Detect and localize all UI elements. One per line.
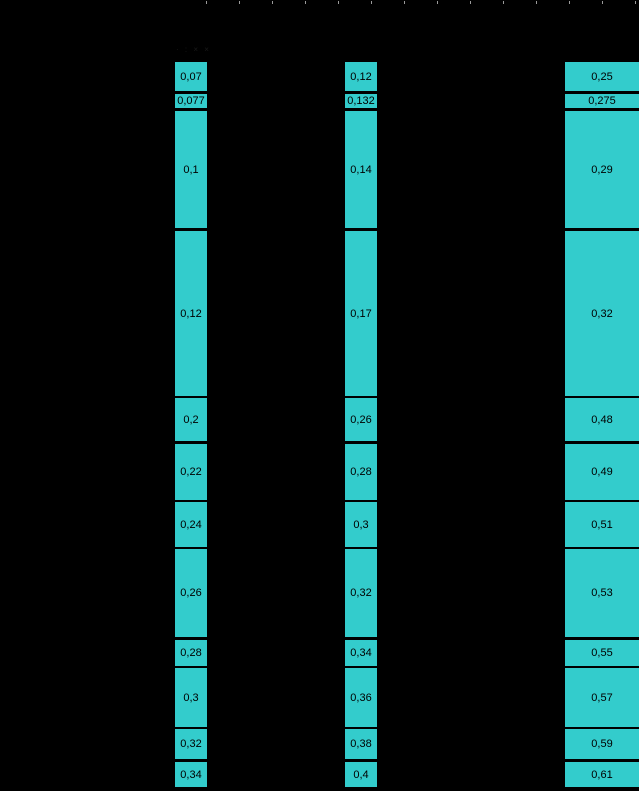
bar-segment: 0,32 (345, 549, 377, 637)
segment-value-label: 0,53 (591, 587, 613, 599)
segment-value-label: 0,28 (350, 466, 372, 478)
segment-value-label: 0,34 (350, 647, 372, 659)
segment-value-label: 0,24 (180, 518, 202, 531)
bar-segment: 0,29 (565, 111, 639, 228)
segment-value-label: 0,26 (350, 413, 372, 426)
bar-segment: 0,132 (345, 94, 377, 108)
bar-segment: 0,34 (345, 640, 377, 666)
bar-segment: 0,077 (175, 94, 207, 108)
bar-segment: 0,4 (345, 762, 377, 787)
bar-segment: 0,22 (175, 444, 207, 500)
bar-segment: 0,34 (175, 762, 207, 787)
axis-tick (503, 1, 504, 4)
segment-value-label: 0,48 (591, 413, 613, 426)
segment-value-label: 0,55 (591, 647, 613, 659)
segment-value-label: 0,17 (350, 307, 372, 320)
bar-segment: 0,61 (565, 762, 639, 787)
bar-segment: 0,12 (175, 231, 207, 396)
segment-value-label: 0,34 (180, 768, 202, 781)
segment-value-label: 0,32 (591, 307, 613, 320)
segment-value-label: 0,275 (588, 95, 616, 107)
segment-value-label: 0,57 (591, 691, 613, 704)
segment-value-label: 0,29 (591, 163, 613, 176)
bar-segment: 0,32 (175, 729, 207, 759)
axis-tick (305, 1, 306, 4)
bar-segment: 0,38 (345, 729, 377, 759)
bar-segment: 0,51 (565, 502, 639, 547)
bar-segment: 0,25 (565, 62, 639, 91)
bar-segment: 0,26 (345, 398, 377, 441)
axis-tick (470, 1, 471, 4)
axis-tick (272, 1, 273, 4)
bar-segment: 0,36 (345, 668, 377, 727)
segment-value-label: 0,1 (183, 163, 199, 176)
faint-note-line1: · : × × (176, 45, 211, 54)
bar-segment: 0,3 (345, 502, 377, 547)
axis-tick (404, 1, 405, 4)
segment-value-label: 0,32 (180, 738, 202, 750)
segment-value-label: 0,26 (180, 587, 202, 599)
bar-segment: 0,3 (175, 668, 207, 727)
segment-value-label: 0,132 (347, 95, 375, 107)
segment-value-label: 0,59 (591, 738, 613, 750)
segment-value-label: 0,36 (350, 691, 372, 704)
bar-segment: 0,275 (565, 94, 639, 108)
segment-value-label: 0,07 (180, 70, 202, 83)
segment-value-label: 0,51 (591, 518, 613, 531)
axis-tick (635, 1, 636, 4)
segment-value-label: 0,38 (350, 738, 372, 750)
bar-segment: 0,2 (175, 398, 207, 441)
bar-segment: 0,28 (175, 640, 207, 666)
bar-segment: 0,53 (565, 549, 639, 637)
axis-tick (371, 1, 372, 4)
segment-value-label: 0,3 (183, 691, 199, 704)
bar-segment: 0,59 (565, 729, 639, 759)
bar-segment: 0,48 (565, 398, 639, 441)
bar-segment: 0,49 (565, 444, 639, 500)
axis-tick (569, 1, 570, 4)
bar-segment: 0,14 (345, 111, 377, 228)
segment-value-label: 0,12 (180, 307, 202, 320)
bar-segment: 0,57 (565, 668, 639, 727)
bar-segment: 0,28 (345, 444, 377, 500)
axis-tick (437, 1, 438, 4)
bar-segment: 0,1 (175, 111, 207, 228)
axis-tick (602, 1, 603, 4)
stacked-column-3: 0,25 0,275 0,29 0,32 0,48 0,49 0,51 0,53 0,55 0,5… (565, 0, 639, 791)
segment-value-label: 0,22 (180, 466, 202, 478)
segment-value-label: 0,2 (183, 413, 199, 426)
axis-tick (239, 1, 240, 4)
stacked-column-1: 0,07 0,077 0,1 0,12 0,2 0,22 0,24 0,26 0,28 0,3 0,… (175, 0, 207, 791)
bar-segment: 0,12 (345, 62, 377, 91)
stacked-column-2: 0,12 0,132 0,14 0,17 0,26 0,28 0,3 0,32 0,34 0,36… (345, 0, 377, 791)
segment-value-label: 0,12 (350, 70, 372, 83)
bar-segment: 0,07 (175, 62, 207, 91)
segment-value-label: 0,14 (350, 163, 372, 176)
bar-segment: 0,32 (565, 231, 639, 396)
segment-value-label: 0,61 (591, 768, 613, 781)
bar-segment: 0,26 (175, 549, 207, 637)
segment-value-label: 0,3 (353, 518, 369, 531)
segment-value-label: 0,49 (591, 466, 613, 478)
segment-value-label: 0,077 (177, 95, 205, 107)
bar-segment: 0,17 (345, 231, 377, 396)
axis-tick (338, 1, 339, 4)
axis-tick (206, 1, 207, 4)
segment-value-label: 0,32 (350, 587, 372, 599)
axis-tick (536, 1, 537, 4)
segment-value-label: 0,4 (353, 768, 369, 781)
segment-value-label: 0,28 (180, 647, 202, 659)
bar-segment: 0,24 (175, 502, 207, 547)
segment-value-label: 0,25 (591, 70, 613, 83)
bar-segment: 0,55 (565, 640, 639, 666)
